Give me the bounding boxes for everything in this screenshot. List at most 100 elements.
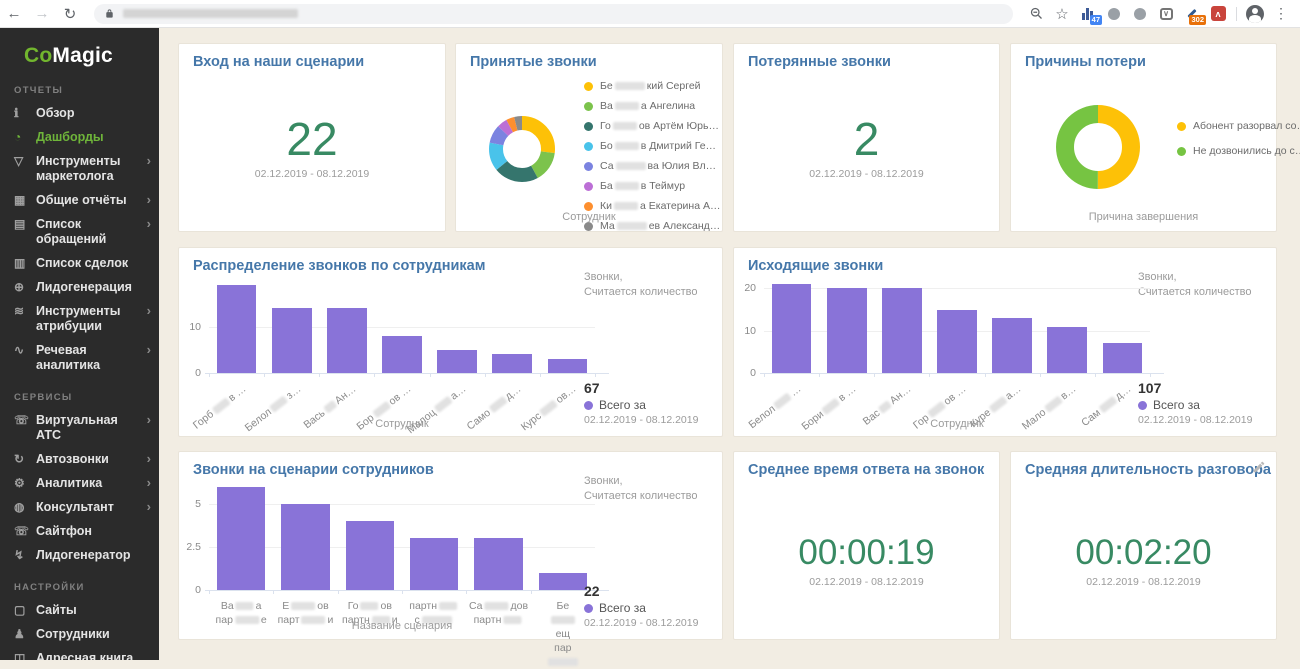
zoom-out-icon[interactable] <box>1024 3 1048 25</box>
redacted-text <box>927 401 947 419</box>
sidebar-item[interactable]: ◫ Адресная книга <box>0 646 159 661</box>
sidebar-item-label: Инструменты атрибуции <box>36 303 121 333</box>
sidebar-item[interactable]: ℹ Обзор <box>0 101 159 125</box>
sidebar-item[interactable]: ⚙ Аналитика › <box>0 471 159 495</box>
card-title[interactable]: Принятые звонки <box>470 54 597 70</box>
reload-icon[interactable]: ↻ <box>63 5 77 23</box>
address-bar[interactable] <box>94 3 1013 24</box>
redacted-text <box>1098 396 1119 414</box>
x-tick-mark <box>484 373 486 377</box>
chevron-right-icon: › <box>146 411 151 427</box>
card-title[interactable]: Среднее время ответа на звонок <box>748 462 985 478</box>
edit-pencil-icon[interactable] <box>1252 460 1266 479</box>
sidebar-item[interactable]: ∿ Речевая аналитика › <box>0 338 159 377</box>
sidebar-item[interactable]: ◔ Дашборды <box>0 125 159 149</box>
sidebar-item[interactable]: ▢ Сайты <box>0 598 159 622</box>
legend-dot-icon <box>584 181 593 191</box>
sidebar-item[interactable]: ≋ Инструменты атрибуции › <box>0 299 159 338</box>
redacted-text <box>614 182 639 191</box>
pocket-glyph: ∨ <box>1159 7 1173 20</box>
forward-icon[interactable]: → <box>34 5 50 22</box>
y-tick-label: 2.5 <box>186 541 201 554</box>
sidebar-section-label: ОТЧЕТЫ <box>14 85 64 96</box>
redacted-text <box>234 616 259 625</box>
metric-period: 02.12.2019 - 08.12.2019 <box>1086 575 1201 588</box>
browser-toolbar: ← → ↻ ☆ 47 ∨ 302 ʌ ⋮ <box>0 0 1300 28</box>
sidebar-item-label: Общие отчёты <box>36 192 127 207</box>
bar-chart: 0 10 Горбв … Белолз… ВасьАн… Боров … Малоца… Са… <box>189 280 609 436</box>
sidebar-item[interactable]: ☏ Виртуальная АТС › <box>0 408 159 447</box>
legend-dot-icon <box>584 81 593 91</box>
legend-label: Абонент разорвал со… <box>1193 120 1300 132</box>
axis-label: Название сценария <box>351 620 453 632</box>
bar <box>216 284 257 373</box>
legend-dot-icon <box>584 141 593 151</box>
extension-circle-icon-2[interactable] <box>1128 3 1152 25</box>
sidebar-item[interactable]: ▥ Список сделок <box>0 251 159 275</box>
bookmark-star-icon[interactable]: ☆ <box>1055 5 1069 23</box>
gridline <box>764 288 1150 290</box>
x-tick-mark <box>374 373 376 377</box>
browser-menu-icon[interactable]: ⋮ <box>1274 5 1288 21</box>
legend-dot-icon <box>1177 146 1186 156</box>
extension-circle-icon-1[interactable] <box>1102 3 1126 25</box>
axis-label: Сотрудник <box>930 418 984 430</box>
consultant-icon: ◍ <box>14 499 25 514</box>
redacted-text <box>269 395 289 413</box>
bar <box>382 335 422 373</box>
legend-dot-icon <box>584 201 593 211</box>
card-title[interactable]: Звонки на сценарии сотрудников <box>193 462 434 478</box>
logo-co: Co <box>24 44 53 67</box>
bar <box>271 307 312 373</box>
redacted-text <box>1044 395 1064 414</box>
address-book-icon: ◫ <box>14 650 26 661</box>
legend-item: Абонент разорвал со… <box>1177 120 1300 132</box>
x-tick-mark <box>1094 373 1096 377</box>
x-tick-mark <box>1150 373 1151 377</box>
bar <box>437 349 477 373</box>
sidebar-item[interactable]: ▽ Инструменты маркетолога › <box>0 149 159 188</box>
sidebar-item[interactable]: ▤ Список обращений › <box>0 212 159 251</box>
sidebar-menu: ОТЧЕТЫ ℹ Обзор ◔ Дашборды ▽ Инструменты маркет… <box>0 70 159 660</box>
legend-label: Го ов Артём Юрь… <box>600 120 719 132</box>
sidebar-item[interactable]: ↯ Лидогенератор <box>0 543 159 567</box>
card-title[interactable]: Вход на наши сценарии <box>193 54 365 70</box>
legend-dot-icon <box>584 221 593 231</box>
sidebar-item-label: Лидогенерация <box>36 279 132 294</box>
sidebar-item[interactable]: ↻ Автозвонки › <box>0 447 159 471</box>
redacted-text <box>433 396 453 414</box>
extension-pencil-icon[interactable]: 302 <box>1180 3 1206 25</box>
sidebar-item[interactable]: ◍ Консультант › <box>0 495 159 519</box>
x-axis-line <box>760 373 1164 374</box>
redacted-text <box>360 602 379 611</box>
card-title[interactable]: Причины потери <box>1025 54 1146 70</box>
profile-avatar[interactable] <box>1243 3 1267 25</box>
card-title[interactable]: Средняя длительность разговора <box>1025 462 1271 478</box>
legend-item: Го ов Артём Юрь… <box>584 120 720 132</box>
bar <box>410 538 459 590</box>
comagic-logo[interactable]: CoMagic <box>0 28 159 70</box>
legend-item: Ба в Теймур <box>584 180 720 192</box>
sidebar-section-label: НАСТРОЙКИ <box>14 582 85 593</box>
sidebar-item[interactable]: ♟ Сотрудники <box>0 622 159 646</box>
redacted-text <box>877 400 893 415</box>
extension-stats-icon[interactable]: 47 <box>1076 3 1102 25</box>
sidebar-item[interactable]: ▦ Общие отчёты › <box>0 188 159 212</box>
bar <box>771 284 812 373</box>
adobe-glyph: ʌ <box>1210 6 1226 21</box>
sidebar-item[interactable]: ☏ Сайтфон <box>0 519 159 543</box>
back-icon[interactable]: ← <box>6 5 22 22</box>
bar <box>992 318 1032 373</box>
sidebar-item[interactable]: ⊕ Лидогенерация <box>0 275 159 299</box>
card-calls-by-employee: Распределение звонков по сотрудникам Зво… <box>178 247 723 437</box>
legend-dot-icon <box>1177 121 1186 131</box>
pdf-extension-icon[interactable]: ʌ <box>1206 3 1230 25</box>
card-title[interactable]: Распределение звонков по сотрудникам <box>193 258 486 274</box>
attribution-icon: ≋ <box>14 303 25 318</box>
card-title[interactable]: Потерянные звонки <box>748 54 891 70</box>
card-title[interactable]: Исходящие звонки <box>748 258 884 274</box>
leadgen-target-icon: ⊕ <box>14 279 25 294</box>
chart-total-value: 22 <box>584 583 600 599</box>
pocket-icon[interactable]: ∨ <box>1154 3 1178 25</box>
card-scenario-entries: Вход на наши сценарии 22 02.12.2019 - 08… <box>178 43 446 232</box>
